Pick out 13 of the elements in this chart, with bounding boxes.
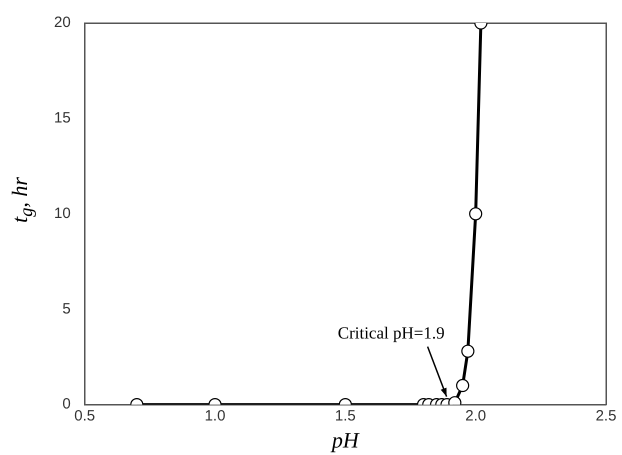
x-tick-label: 1.5 (334, 408, 356, 425)
x-tick-label: 1.0 (204, 408, 226, 425)
x-axis-title: pH (330, 428, 360, 453)
x-tick-label: 2.5 (596, 408, 616, 425)
point (469, 207, 482, 220)
y-tick-label: 5 (62, 300, 71, 318)
y-tick-label: 20 (54, 14, 71, 32)
x-tick-label: 0.5 (74, 408, 96, 425)
y-tick-label: 10 (54, 204, 71, 222)
x-tick-label: 2.0 (465, 408, 486, 425)
annotation: Critical pH=1.9 (338, 324, 445, 343)
y-tick-label: 15 (54, 110, 71, 127)
y-tick-label: 0 (62, 396, 71, 413)
